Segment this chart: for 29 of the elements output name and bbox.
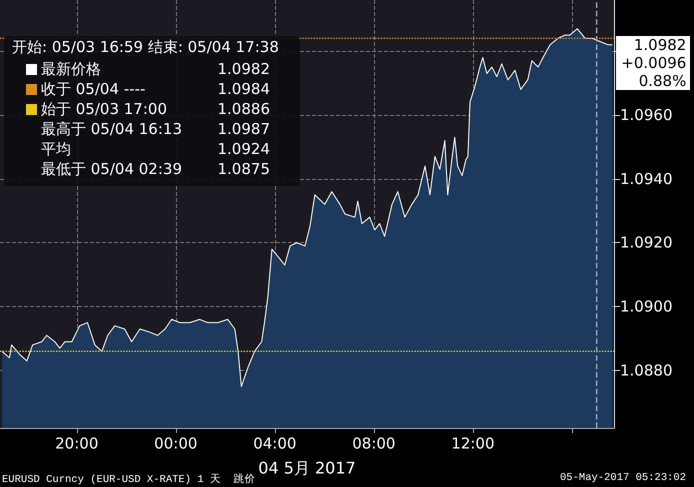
annotation: 1.0982 [632, 36, 686, 54]
annotation: 1.0984 [216, 80, 270, 98]
annotation: 1.0886 [216, 100, 270, 118]
annotation: 开始: 05/03 16:59 结束: 05/04 17:38 [12, 38, 279, 57]
x-tick-label: 04:00 [253, 434, 296, 452]
y-tick-label: 1.0920 [620, 234, 672, 252]
annotation: 1.0924 [216, 140, 270, 158]
y-tick-label: 1.0960 [620, 106, 672, 124]
annotation: 1.0982 [216, 60, 270, 78]
annotation: 平均 [41, 140, 71, 159]
annotation: 1.0875 [218, 160, 270, 178]
text: 05-May-2017 05:23:02 [560, 472, 686, 484]
text: 0.88% [638, 72, 686, 90]
text: EURUSD Curncy (EUR-USD X-RATE) 1 天 跳价 [2, 472, 256, 486]
x-tick-label: 20:00 [55, 434, 98, 452]
x-tick-label: 12:00 [451, 434, 494, 452]
text: +0.0096 [620, 54, 686, 72]
annotation: 最新价格 [41, 60, 101, 79]
x-axis-title: 04 5月 2017 [258, 458, 356, 478]
y-tick-label: 1.0880 [620, 362, 672, 380]
x-tick-label: 08:00 [352, 434, 396, 452]
annotation: 最低于 05/04 02:39 [41, 160, 182, 179]
annotation: 1.0987 [218, 120, 270, 138]
annotation: 始于 05/03 17:00 [41, 100, 167, 119]
y-tick-label: 1.0940 [620, 170, 672, 188]
annotation: 最高于 05/04 16:13 [41, 120, 182, 139]
x-tick-label: 00:00 [154, 434, 198, 452]
annotation: 收于 05/04 ---- [41, 80, 146, 99]
y-tick-label: 1.0900 [620, 298, 672, 316]
